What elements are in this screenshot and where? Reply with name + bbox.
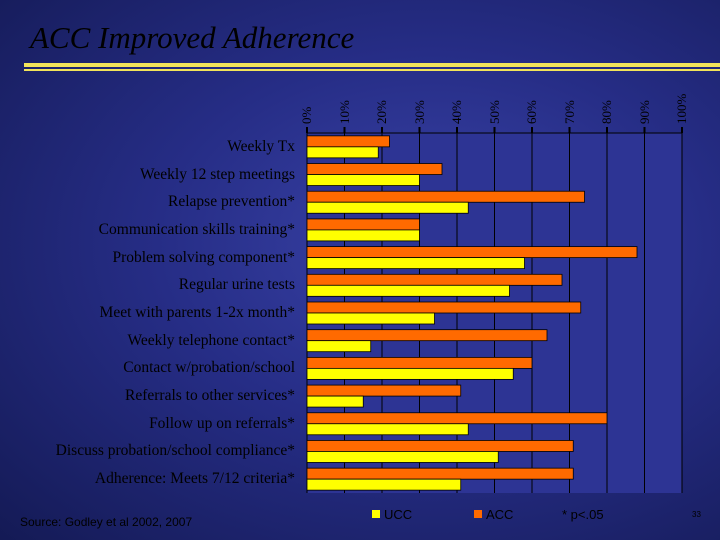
x-tick-label: 40% <box>449 100 464 124</box>
bar-acc <box>306 218 420 231</box>
bar-acc <box>306 163 443 175</box>
bar-acc <box>306 246 638 259</box>
legend-swatch-acc <box>474 510 482 518</box>
category-label: Contact w/probation/school <box>123 359 295 377</box>
bar-acc <box>306 356 533 369</box>
bar-ucc <box>306 478 462 491</box>
bar-acc <box>306 135 390 148</box>
source-citation: Source: Godley et al 2002, 2007 <box>20 515 193 529</box>
bar-ucc <box>306 451 499 463</box>
bar-acc <box>306 412 608 425</box>
legend-label-ucc: UCC <box>384 507 413 522</box>
bar-acc <box>306 190 585 203</box>
significance-footnote: * p<.05 <box>562 507 604 522</box>
bar-ucc <box>306 174 420 186</box>
category-label: Referrals to other services* <box>124 387 295 405</box>
bar-acc <box>306 273 563 286</box>
x-tick-label: 10% <box>336 100 352 124</box>
category-label: Adherence: Meets 7/12 criteria* <box>94 470 295 488</box>
bar-ucc <box>306 367 514 380</box>
bar-acc <box>306 329 548 342</box>
bar-ucc <box>306 312 435 325</box>
category-label: Discuss probation/school compliance* <box>55 442 295 460</box>
bar-acc <box>306 384 462 397</box>
x-tick-label: 50% <box>486 100 502 124</box>
bar-ucc <box>306 146 379 159</box>
bar-ucc <box>306 229 420 242</box>
x-tick-label: 70% <box>561 100 577 124</box>
category-label: Meet with parents 1-2x month* <box>99 304 295 321</box>
category-label: Weekly 12 step meetings <box>139 165 295 183</box>
title-underline-top <box>24 63 720 67</box>
page-number: 33 <box>692 510 701 519</box>
category-label: Relapse prevention* <box>168 193 295 211</box>
x-tick-label: 30% <box>411 100 427 124</box>
legend-swatch-ucc <box>372 510 380 518</box>
bar-acc <box>306 440 574 452</box>
x-tick-label: 90% <box>636 100 652 124</box>
category-label: Weekly telephone contact* <box>127 331 295 349</box>
x-tick-label: 20% <box>374 100 389 124</box>
category-label: Weekly Tx <box>227 137 295 155</box>
bar-ucc <box>306 423 469 436</box>
bar-acc <box>306 467 574 480</box>
bar-acc <box>306 301 582 314</box>
title-underline-bottom <box>24 69 720 71</box>
bar-ucc <box>306 201 469 214</box>
x-tick-label: 0% <box>299 106 314 124</box>
legend-label-acc: ACC <box>486 507 514 522</box>
bar-ucc <box>306 284 510 297</box>
category-label: Regular urine tests <box>178 276 295 294</box>
bar-ucc <box>306 340 372 353</box>
category-label: Follow up on referrals* <box>149 414 295 432</box>
category-label: Communication skills training* <box>98 220 295 238</box>
x-tick-label: 60% <box>524 100 539 124</box>
category-label: Problem solving component* <box>112 248 295 266</box>
x-tick-label: 80% <box>599 100 614 124</box>
bar-ucc <box>306 395 364 408</box>
chart-title: ACC Improved Adherence <box>30 20 355 55</box>
x-tick-label: 100% <box>674 93 689 124</box>
bar-ucc <box>306 257 525 270</box>
